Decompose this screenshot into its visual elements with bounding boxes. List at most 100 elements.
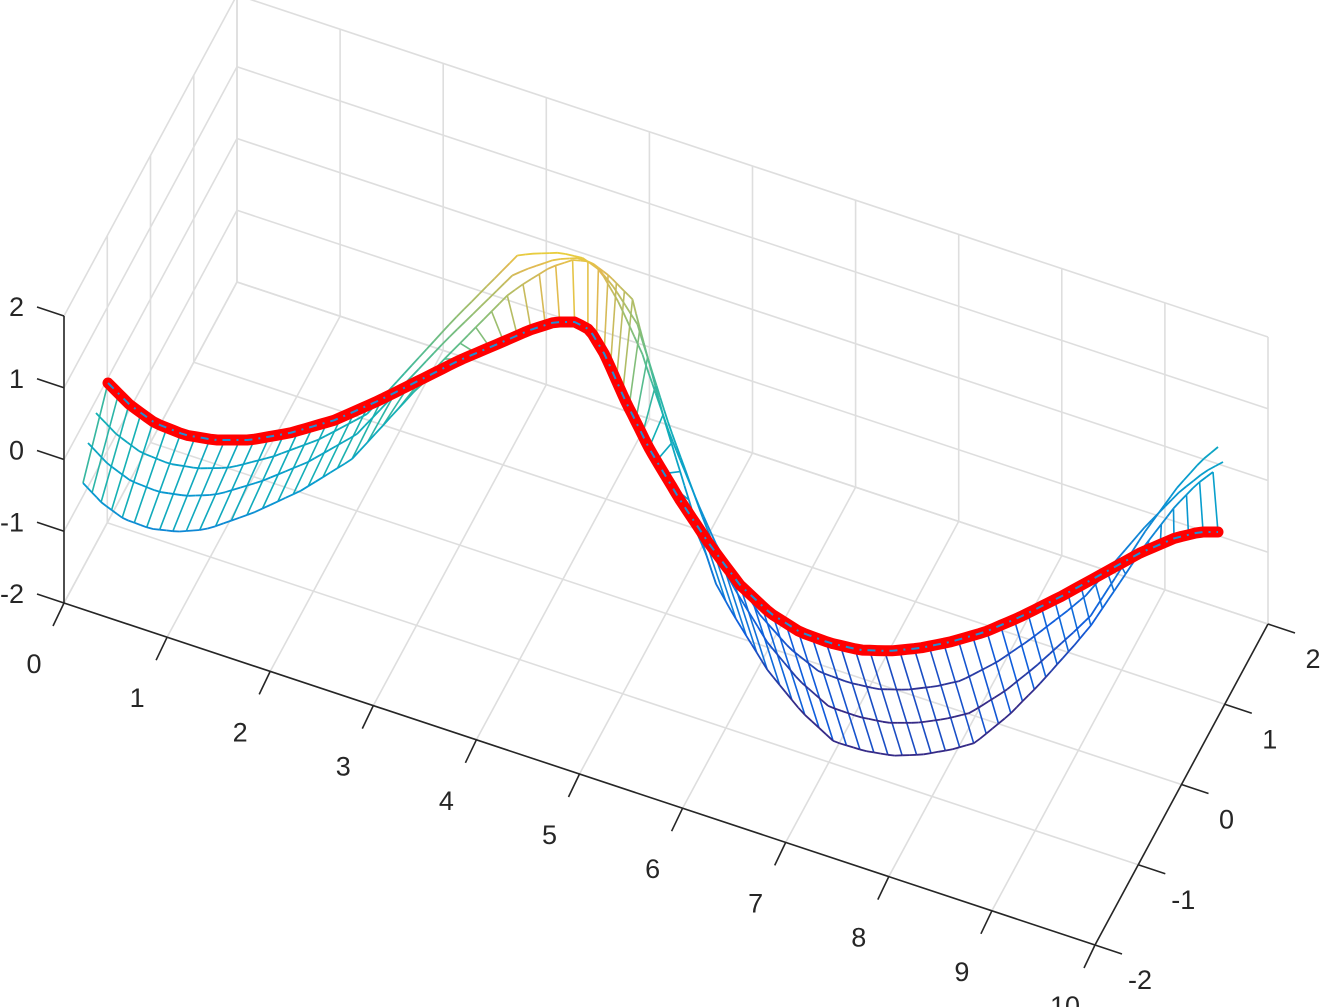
mesh-edge-sheet-a [761, 660, 769, 671]
mesh-edge-sheet-b [535, 262, 545, 267]
mesh-edge-sheet-c [1030, 633, 1038, 640]
mesh-edge-sheet-a [1179, 494, 1188, 503]
mesh-edge-sheet-c [1023, 638, 1032, 645]
mesh-edge-sheet-c [582, 257, 591, 265]
mesh-edge-sheet-b [701, 516, 709, 530]
mesh-edge-sheet-a [635, 313, 641, 329]
mesh-edge-sheet-b [663, 409, 669, 423]
mesh-edge-sheet-a [619, 286, 626, 292]
mesh-edge-sheet-a [602, 270, 609, 276]
mesh-edge-sheet-c [1036, 628, 1044, 636]
mesh-ruling [595, 267, 600, 341]
mesh-edge-sheet-a [1124, 564, 1133, 575]
mesh-edge-sheet-c [706, 525, 713, 536]
mesh-edge-sheet-b [1189, 464, 1198, 474]
y-tick-label: 0 [1219, 805, 1234, 835]
mesh-edge-sheet-a [483, 310, 493, 321]
mesh-edge-sheet-a [804, 714, 813, 722]
mesh-ruling [185, 439, 226, 532]
mesh-ruling [1053, 599, 1070, 652]
mesh-edge-sheet-b [827, 704, 835, 710]
mesh-edge-sheet-a [238, 514, 248, 519]
mesh-edge-sheet-b [644, 348, 650, 362]
mesh-edge-sheet-b [628, 311, 635, 319]
mesh-edge-sheet-a [623, 290, 630, 296]
mesh-edge-sheet-c [455, 308, 465, 318]
mesh-edge-sheet-a [1185, 487, 1194, 496]
mesh-edge-sheet-a [923, 752, 932, 756]
mesh-edge-sheet-c [244, 461, 253, 465]
mesh-edge-sheet-c [396, 372, 405, 383]
mesh-edge-sheet-b [224, 489, 233, 494]
mesh-edge-sheet-a [683, 485, 690, 501]
mesh-ruling [145, 433, 182, 528]
mesh-edge-sheet-a [1039, 676, 1047, 685]
mesh-edge-sheet-a [530, 273, 540, 280]
mesh-edge-sheet-c [1185, 480, 1195, 488]
mesh-edge-sheet-a [389, 408, 399, 418]
mesh-edge-sheet-c [288, 447, 297, 452]
mesh-edge-sheet-a [674, 457, 682, 472]
mesh-edge-sheet-b [861, 716, 869, 720]
mesh-edge-sheet-c [573, 255, 583, 259]
mesh-edge-sheet-c [478, 285, 488, 295]
mesh-edge-sheet-c [683, 469, 689, 480]
mesh-edge-sheet-c [625, 318, 632, 329]
mesh-edge-sheet-b [1072, 626, 1080, 634]
mesh-edge-sheet-a [1027, 688, 1035, 697]
mesh-edge-sheet-c [1117, 549, 1126, 559]
mesh-edge-sheet-c [698, 506, 705, 517]
mesh-edge-sheet-c [617, 301, 624, 311]
mesh-edge-sheet-a [1004, 712, 1012, 720]
z-tick-mark [36, 521, 65, 533]
mesh-edge-sheet-c [661, 412, 667, 423]
mesh-ruling [198, 439, 241, 531]
mesh-edge-sheet-b [795, 675, 803, 684]
mesh-edge-sheet-a [186, 529, 194, 532]
dash-dot-curve [107, 321, 1218, 652]
mesh-edge-sheet-c [493, 270, 503, 280]
x-tick-label: 3 [336, 752, 351, 782]
mesh-edge-sheet-a [133, 521, 141, 526]
mesh-edge-sheet-b [961, 712, 969, 716]
x-tick-label: 7 [748, 888, 763, 918]
mesh-edge-sheet-b [255, 479, 264, 484]
mesh-edge-sheet-c [978, 667, 986, 673]
mesh-edge-sheet-b [1078, 620, 1086, 628]
mesh-edge-sheet-b [801, 682, 809, 690]
x-tick-mark [877, 876, 890, 900]
mesh-edge-sheet-a [179, 530, 187, 533]
mesh-edge-sheet-c [144, 453, 153, 458]
mesh-edge-sheet-c [425, 340, 435, 350]
mesh-edge-sheet-a [329, 467, 338, 474]
mesh-edge-sheet-a [192, 529, 200, 532]
mesh-ruling [246, 433, 285, 516]
mesh-edge-sheet-a [730, 609, 737, 620]
mesh-edge-sheet-c [266, 455, 275, 459]
mesh-edge-sheet-c [985, 663, 993, 669]
mesh-edge-sheet-b [987, 696, 995, 703]
mesh-edge-sheet-b [87, 442, 94, 449]
z-tick-label: 0 [9, 436, 24, 466]
mesh-edge-sheet-b [101, 457, 108, 464]
mesh-edge-sheet-a [215, 522, 224, 528]
mesh-edge-sheet-c [858, 683, 867, 688]
mesh-edge-sheet-b [659, 397, 665, 411]
mesh-edge-sheet-a [262, 504, 271, 510]
mesh-edge-sheet-c [317, 435, 326, 441]
mesh-edge-sheet-c [418, 348, 428, 358]
mesh-edge-sheet-a [654, 385, 660, 401]
mesh-edge-sheet-c [171, 463, 180, 467]
mesh-edge-sheet-a [679, 471, 686, 487]
mesh-edge-sheet-c [110, 427, 117, 435]
mesh-edge-sheet-b [675, 445, 682, 459]
mesh-edge-sheet-a [705, 555, 713, 571]
mesh-edge-sheet-b [807, 687, 816, 695]
mesh-edge-sheet-a [750, 643, 758, 654]
mesh-edge-sheet-c [251, 459, 260, 463]
mesh-edge-sheet-b [174, 493, 183, 497]
mesh-ruling [133, 427, 168, 523]
mesh-edge-sheet-b [1183, 472, 1192, 481]
mesh-edge-sheet-b [655, 385, 662, 398]
mesh-edge-sheet-b [1090, 605, 1098, 617]
